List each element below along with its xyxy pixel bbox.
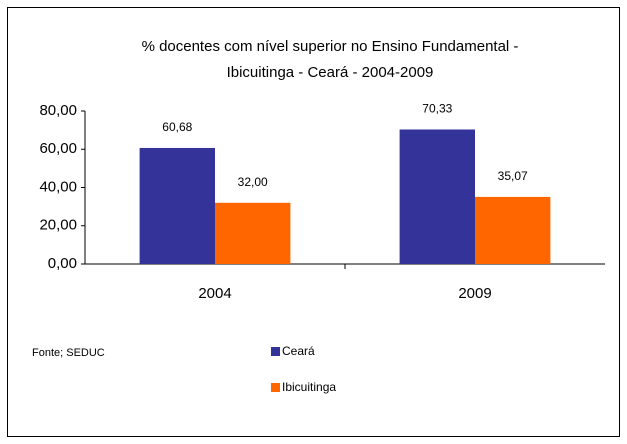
legend-swatch: [271, 383, 280, 392]
y-tick-label: 60,00: [39, 140, 77, 157]
x-tick-label: 2004: [198, 285, 231, 302]
y-tick-label: 20,00: [39, 217, 77, 234]
y-tick-label: 80,00: [39, 102, 77, 119]
data-label: 35,07: [498, 169, 528, 183]
data-label: 60,68: [162, 120, 192, 134]
source-note: Fonte; SEDUC: [32, 347, 105, 359]
x-tick-label: 2009: [458, 285, 491, 302]
bar: [139, 147, 215, 264]
y-tick-label: 0,00: [48, 255, 77, 272]
y-tick-label: 40,00: [39, 178, 77, 195]
bar: [475, 196, 551, 264]
legend-swatch: [271, 347, 280, 356]
data-label: 70,33: [422, 102, 452, 116]
legend-label: Ceará: [282, 344, 315, 358]
data-label: 32,00: [238, 175, 268, 189]
legend-label: Ibicuitinga: [282, 380, 336, 394]
bar: [399, 129, 475, 264]
chart-title: % docentes com nível superior no Ensino …: [142, 38, 519, 55]
chart-title: Ibicuitinga - Ceará - 2004-2009: [227, 64, 434, 81]
bar: [215, 202, 291, 264]
